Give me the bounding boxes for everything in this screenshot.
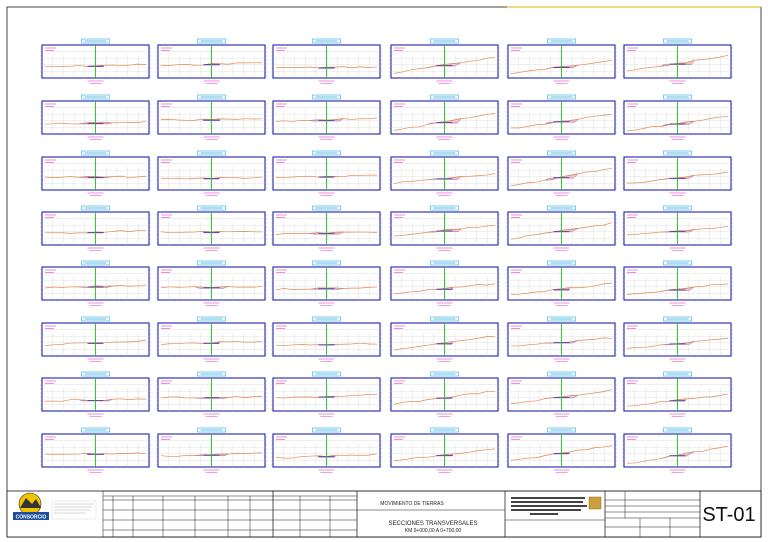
cross-section-panel (40, 205, 151, 251)
cross-section-panel (506, 316, 617, 362)
cross-section-panel (40, 427, 151, 473)
cross-section-panel (622, 38, 733, 84)
cross-section-panel (40, 94, 151, 140)
cross-section-panel (271, 427, 382, 473)
cross-section-panel (40, 316, 151, 362)
cross-section-panel (156, 205, 267, 251)
cross-section-panel (156, 94, 267, 140)
cross-section-panel (271, 38, 382, 84)
cross-section-panel (156, 316, 267, 362)
sheet-title-line2: KM 0+000,00 A 0+700,00 (405, 528, 462, 534)
cross-section-panel (156, 371, 267, 417)
cross-section-panel (271, 316, 382, 362)
cross-section-panel (271, 371, 382, 417)
cross-section-panel (156, 150, 267, 196)
cross-section-panel (506, 427, 617, 473)
cross-section-panel (389, 150, 500, 196)
company-logo: CONSORCIO (13, 492, 97, 521)
cross-section-panel (622, 150, 733, 196)
cross-section-panel (622, 316, 733, 362)
cross-section-panel (271, 150, 382, 196)
cross-section-panel (622, 205, 733, 251)
cross-section-panel (389, 427, 500, 473)
cross-section-panel (506, 260, 617, 306)
cross-section-panel (506, 150, 617, 196)
cross-section-panel (389, 371, 500, 417)
cross-section-panel (389, 260, 500, 306)
sheet-code-cell: ST-01 (699, 490, 762, 538)
sheet-title-line1: SECCIONES TRANSVERSALES (389, 521, 478, 527)
company-name: CONSORCIO (16, 515, 47, 521)
signature-table (604, 490, 701, 538)
cross-sections-grid (40, 38, 733, 473)
cross-section-panel (506, 38, 617, 84)
entity-seal (588, 496, 602, 510)
cross-section-panel (271, 94, 382, 140)
cross-section-panel (389, 316, 500, 362)
cross-section-panel (622, 371, 733, 417)
cross-section-panel (40, 150, 151, 196)
cross-section-panel (506, 205, 617, 251)
cross-section-panel (622, 94, 733, 140)
cross-section-panel (389, 38, 500, 84)
cross-section-panel (156, 38, 267, 84)
cross-section-panel (506, 94, 617, 140)
cross-section-panel (40, 38, 151, 84)
revision-table (102, 490, 274, 538)
cross-section-panel (389, 205, 500, 251)
sheet-code: ST-01 (702, 504, 755, 526)
cross-section-panel (622, 427, 733, 473)
cross-section-panel (622, 260, 733, 306)
cross-section-panel (271, 205, 382, 251)
cross-section-panel (506, 371, 617, 417)
cross-section-panel (271, 260, 382, 306)
subject-text: MOVIMIENTO DE TIERRAS (380, 501, 444, 507)
cross-section-panel (40, 371, 151, 417)
cross-section-panel (389, 94, 500, 140)
cross-section-panel (156, 427, 267, 473)
title-block: CONSORCIO (6, 490, 762, 538)
cross-section-panel (156, 260, 267, 306)
cross-section-panel (40, 260, 151, 306)
